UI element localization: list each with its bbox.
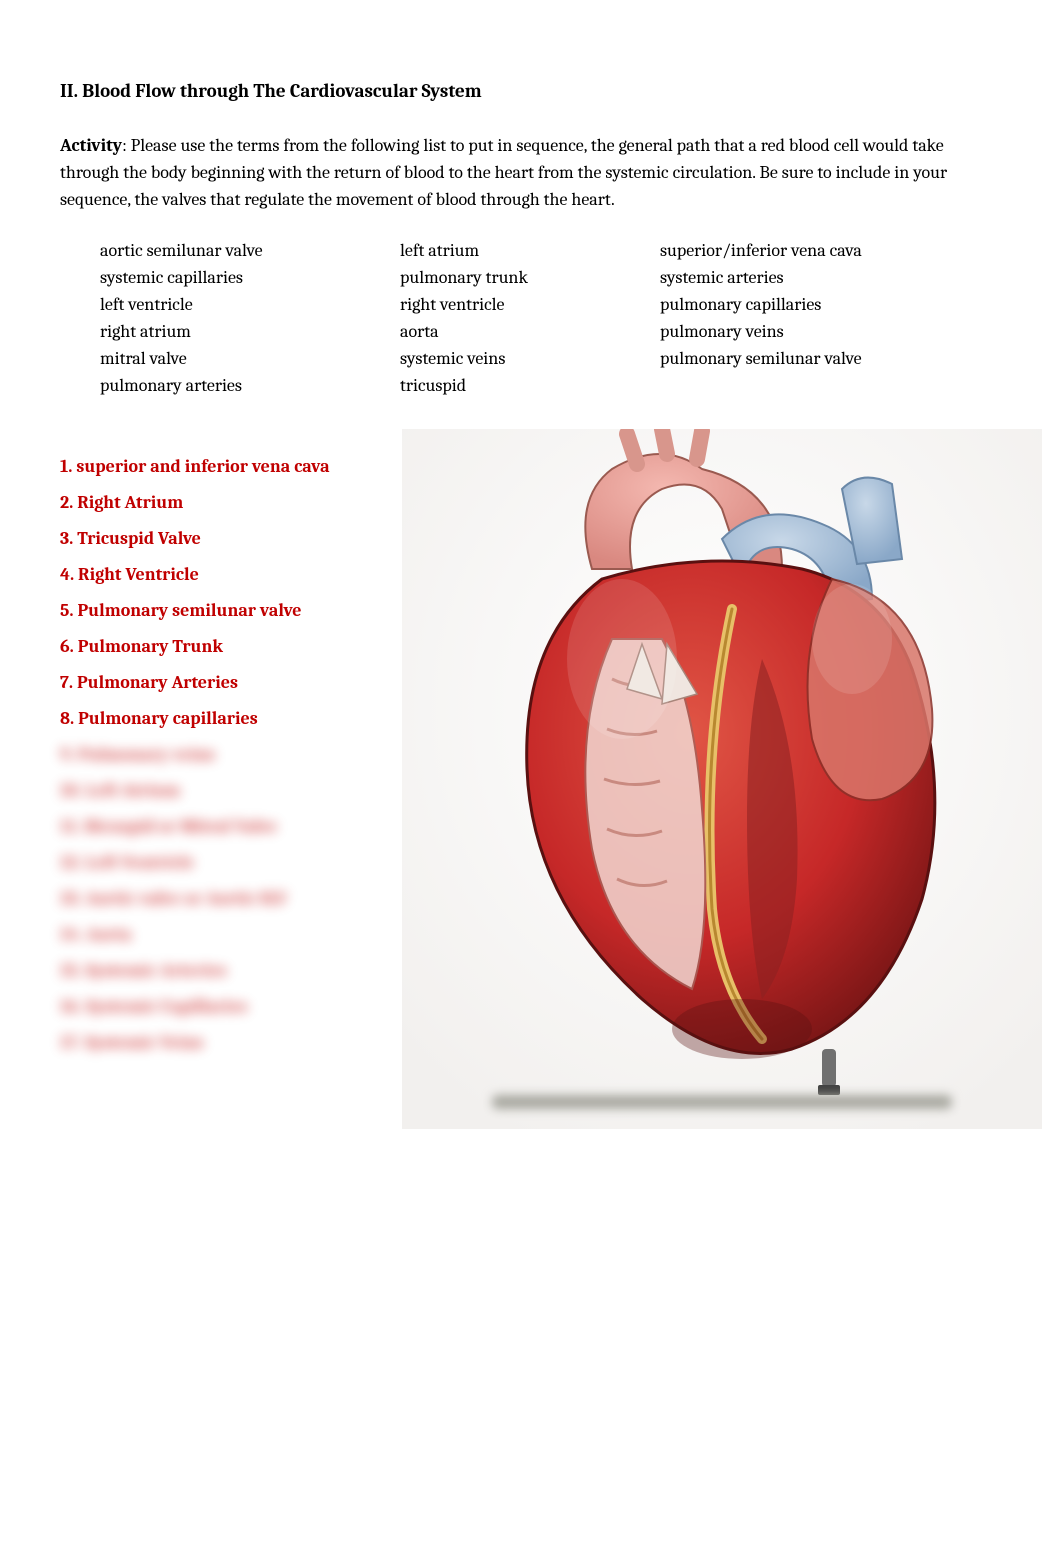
answer-item-blurred: 14. Aorta — [60, 917, 1002, 953]
document-page: II. Blood Flow through The Cardiovascula… — [0, 0, 1062, 1101]
answer-item: 6. Pulmonary Trunk — [60, 629, 1002, 665]
answer-item-blurred: 16. Systemic Capillaries — [60, 989, 1002, 1025]
answer-list: 1. superior and inferior vena cava 2. Ri… — [60, 449, 1002, 1061]
term-item: pulmonary arteries — [100, 372, 390, 399]
caption-blurred — [492, 1095, 952, 1109]
term-item: superior/inferior vena cava — [660, 237, 960, 264]
answer-item-blurred: 17. Systemic Veins — [60, 1025, 1002, 1061]
term-item: aortic semilunar valve — [100, 237, 390, 264]
activity-body: : Please use the terms from the followin… — [60, 135, 947, 210]
term-item: pulmonary capillaries — [660, 291, 960, 318]
answer-item: 1. superior and inferior vena cava — [60, 449, 1002, 485]
answer-item-blurred: 10. Left Atrium — [60, 773, 1002, 809]
term-item: pulmonary semilunar valve — [660, 345, 960, 372]
answer-item-blurred: 12. Left Ventricle — [60, 845, 1002, 881]
answer-item-blurred: 13. Aortic valve or Aortic SLV — [60, 881, 1002, 917]
answer-item-blurred: 15. Systemic Arteries — [60, 953, 1002, 989]
term-item: systemic capillaries — [100, 264, 390, 291]
term-item: tricuspid — [400, 372, 650, 399]
answer-item-blurred: 11. Bicuspid or Mitral Valve — [60, 809, 1002, 845]
term-column-3: superior/inferior vena cava systemic art… — [660, 237, 960, 399]
content-row: 1. superior and inferior vena cava 2. Ri… — [60, 449, 1002, 1061]
answer-item: 4. Right Ventricle — [60, 557, 1002, 593]
term-item: mitral valve — [100, 345, 390, 372]
term-item: systemic veins — [400, 345, 650, 372]
term-item: aorta — [400, 318, 650, 345]
term-item: right atrium — [100, 318, 390, 345]
activity-paragraph: Activity: Please use the terms from the … — [60, 132, 1002, 213]
term-item: left ventricle — [100, 291, 390, 318]
term-list: aortic semilunar valve systemic capillar… — [60, 237, 1002, 399]
answer-item: 7. Pulmonary Arteries — [60, 665, 1002, 701]
answer-item: 2. Right Atrium — [60, 485, 1002, 521]
answer-item-blurred: 9. Pulmonary veins — [60, 737, 1002, 773]
section-title: II. Blood Flow through The Cardiovascula… — [60, 80, 1002, 102]
term-item: right ventricle — [400, 291, 650, 318]
term-column-1: aortic semilunar valve systemic capillar… — [100, 237, 390, 399]
term-item: pulmonary trunk — [400, 264, 650, 291]
answer-item: 5. Pulmonary semilunar valve — [60, 593, 1002, 629]
term-item: left atrium — [400, 237, 650, 264]
term-item: systemic arteries — [660, 264, 960, 291]
answer-item: 8. Pulmonary capillaries — [60, 701, 1002, 737]
activity-label: Activity — [60, 135, 122, 156]
term-column-2: left atrium pulmonary trunk right ventri… — [400, 237, 650, 399]
answer-item: 3. Tricuspid Valve — [60, 521, 1002, 557]
term-item: pulmonary veins — [660, 318, 960, 345]
